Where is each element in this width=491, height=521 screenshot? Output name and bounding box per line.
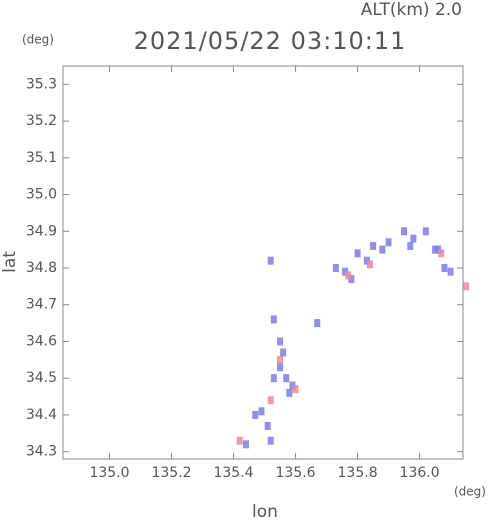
altitude: ALT(km) 2.0 <box>361 0 462 20</box>
echo-point <box>385 238 392 247</box>
echo-point <box>286 388 293 397</box>
y-axis-label: lat <box>0 251 20 273</box>
plot-frame <box>62 65 464 460</box>
echo-point <box>435 245 442 254</box>
y-tick-label: 35.2 <box>26 113 57 129</box>
chart-title: 2021/05/22 03:10:11 <box>134 27 407 55</box>
x-axis-label: lon <box>252 502 278 521</box>
echo-point <box>354 249 361 258</box>
x-tick-label: 135.2 <box>151 465 191 481</box>
x-tick-label: 135.0 <box>89 465 129 481</box>
x-tick-label: 135.4 <box>213 465 253 481</box>
y-tick-label: 34.8 <box>26 260 57 276</box>
echo-point <box>292 385 299 394</box>
echo-point <box>370 241 377 250</box>
echo-point <box>366 260 373 269</box>
echo-point <box>463 282 470 291</box>
echo-point <box>432 245 439 254</box>
echo-point <box>441 264 448 273</box>
echo-point <box>264 421 271 430</box>
echo-point <box>252 410 259 419</box>
echo-point <box>401 227 408 236</box>
echo-point <box>236 436 243 445</box>
x-tick-label: 136.0 <box>400 465 440 481</box>
echo-point <box>267 396 274 405</box>
x-unit: (deg) <box>454 485 486 499</box>
y-tick-label: 34.7 <box>26 297 57 313</box>
y-tick-label: 34.3 <box>26 444 57 460</box>
echo-point <box>289 381 296 390</box>
y-tick-label: 35.3 <box>26 76 57 92</box>
echo-point <box>283 374 290 383</box>
echo-point <box>270 315 277 324</box>
y-tick-label: 34.9 <box>26 223 57 239</box>
y-unit: (deg) <box>22 33 54 47</box>
echo-point <box>438 249 445 258</box>
echo-point <box>277 363 284 372</box>
echo-point <box>258 407 265 416</box>
echo-point <box>280 348 287 357</box>
echo-point <box>345 271 352 280</box>
x-tick-label: 135.6 <box>276 465 316 481</box>
echo-point <box>270 374 277 383</box>
echo-point <box>447 267 454 276</box>
echo-point <box>267 256 274 265</box>
echo-point <box>407 241 414 250</box>
echo-point <box>422 227 429 236</box>
x-tick-label: 135.8 <box>338 465 378 481</box>
echo-point <box>342 267 349 276</box>
y-tick-label: 35.1 <box>26 150 57 166</box>
echo-point <box>348 275 355 284</box>
echo-point <box>242 440 249 449</box>
echo-point <box>332 264 339 273</box>
y-tick-label: 34.4 <box>26 407 57 423</box>
echo-point <box>277 337 284 346</box>
echo-point <box>277 355 284 364</box>
y-tick-label: 35.0 <box>26 187 57 203</box>
y-tick-label: 34.5 <box>26 370 57 386</box>
echo-point <box>379 245 386 254</box>
echo-point <box>410 234 417 243</box>
echo-point <box>363 256 370 265</box>
echo-point <box>314 319 321 328</box>
y-tick-label: 34.6 <box>26 333 57 349</box>
echo-point <box>267 436 274 445</box>
